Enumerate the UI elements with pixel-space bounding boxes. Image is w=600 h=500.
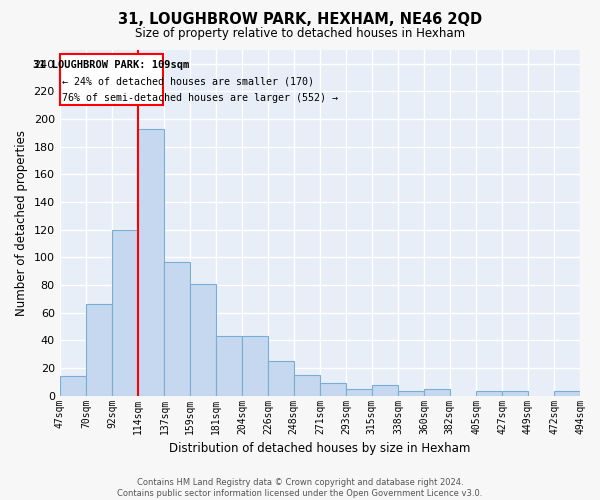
Bar: [59, 54, 163, 106]
Bar: [554, 392, 580, 396]
Bar: [268, 361, 293, 396]
Text: Size of property relative to detached houses in Hexham: Size of property relative to detached ho…: [135, 28, 465, 40]
Bar: [502, 392, 527, 396]
Text: ← 24% of detached houses are smaller (170): ← 24% of detached houses are smaller (17…: [62, 76, 314, 86]
Y-axis label: Number of detached properties: Number of detached properties: [15, 130, 28, 316]
Bar: [293, 375, 320, 396]
Bar: [476, 392, 502, 396]
Text: Contains HM Land Registry data © Crown copyright and database right 2024.
Contai: Contains HM Land Registry data © Crown c…: [118, 478, 482, 498]
Bar: [346, 388, 371, 396]
Text: 76% of semi-detached houses are larger (552) →: 76% of semi-detached houses are larger (…: [62, 93, 338, 103]
Bar: [398, 392, 424, 396]
Bar: [215, 336, 242, 396]
Text: 31 LOUGHBROW PARK: 109sqm: 31 LOUGHBROW PARK: 109sqm: [34, 60, 190, 70]
Bar: [59, 376, 86, 396]
Bar: [190, 284, 215, 396]
Bar: [86, 304, 112, 396]
Bar: [137, 129, 164, 396]
Bar: [242, 336, 268, 396]
Text: 31, LOUGHBROW PARK, HEXHAM, NE46 2QD: 31, LOUGHBROW PARK, HEXHAM, NE46 2QD: [118, 12, 482, 28]
Bar: [371, 384, 398, 396]
Bar: [164, 262, 190, 396]
Bar: [424, 388, 449, 396]
Bar: [112, 230, 137, 396]
X-axis label: Distribution of detached houses by size in Hexham: Distribution of detached houses by size …: [169, 442, 470, 455]
Bar: [320, 383, 346, 396]
